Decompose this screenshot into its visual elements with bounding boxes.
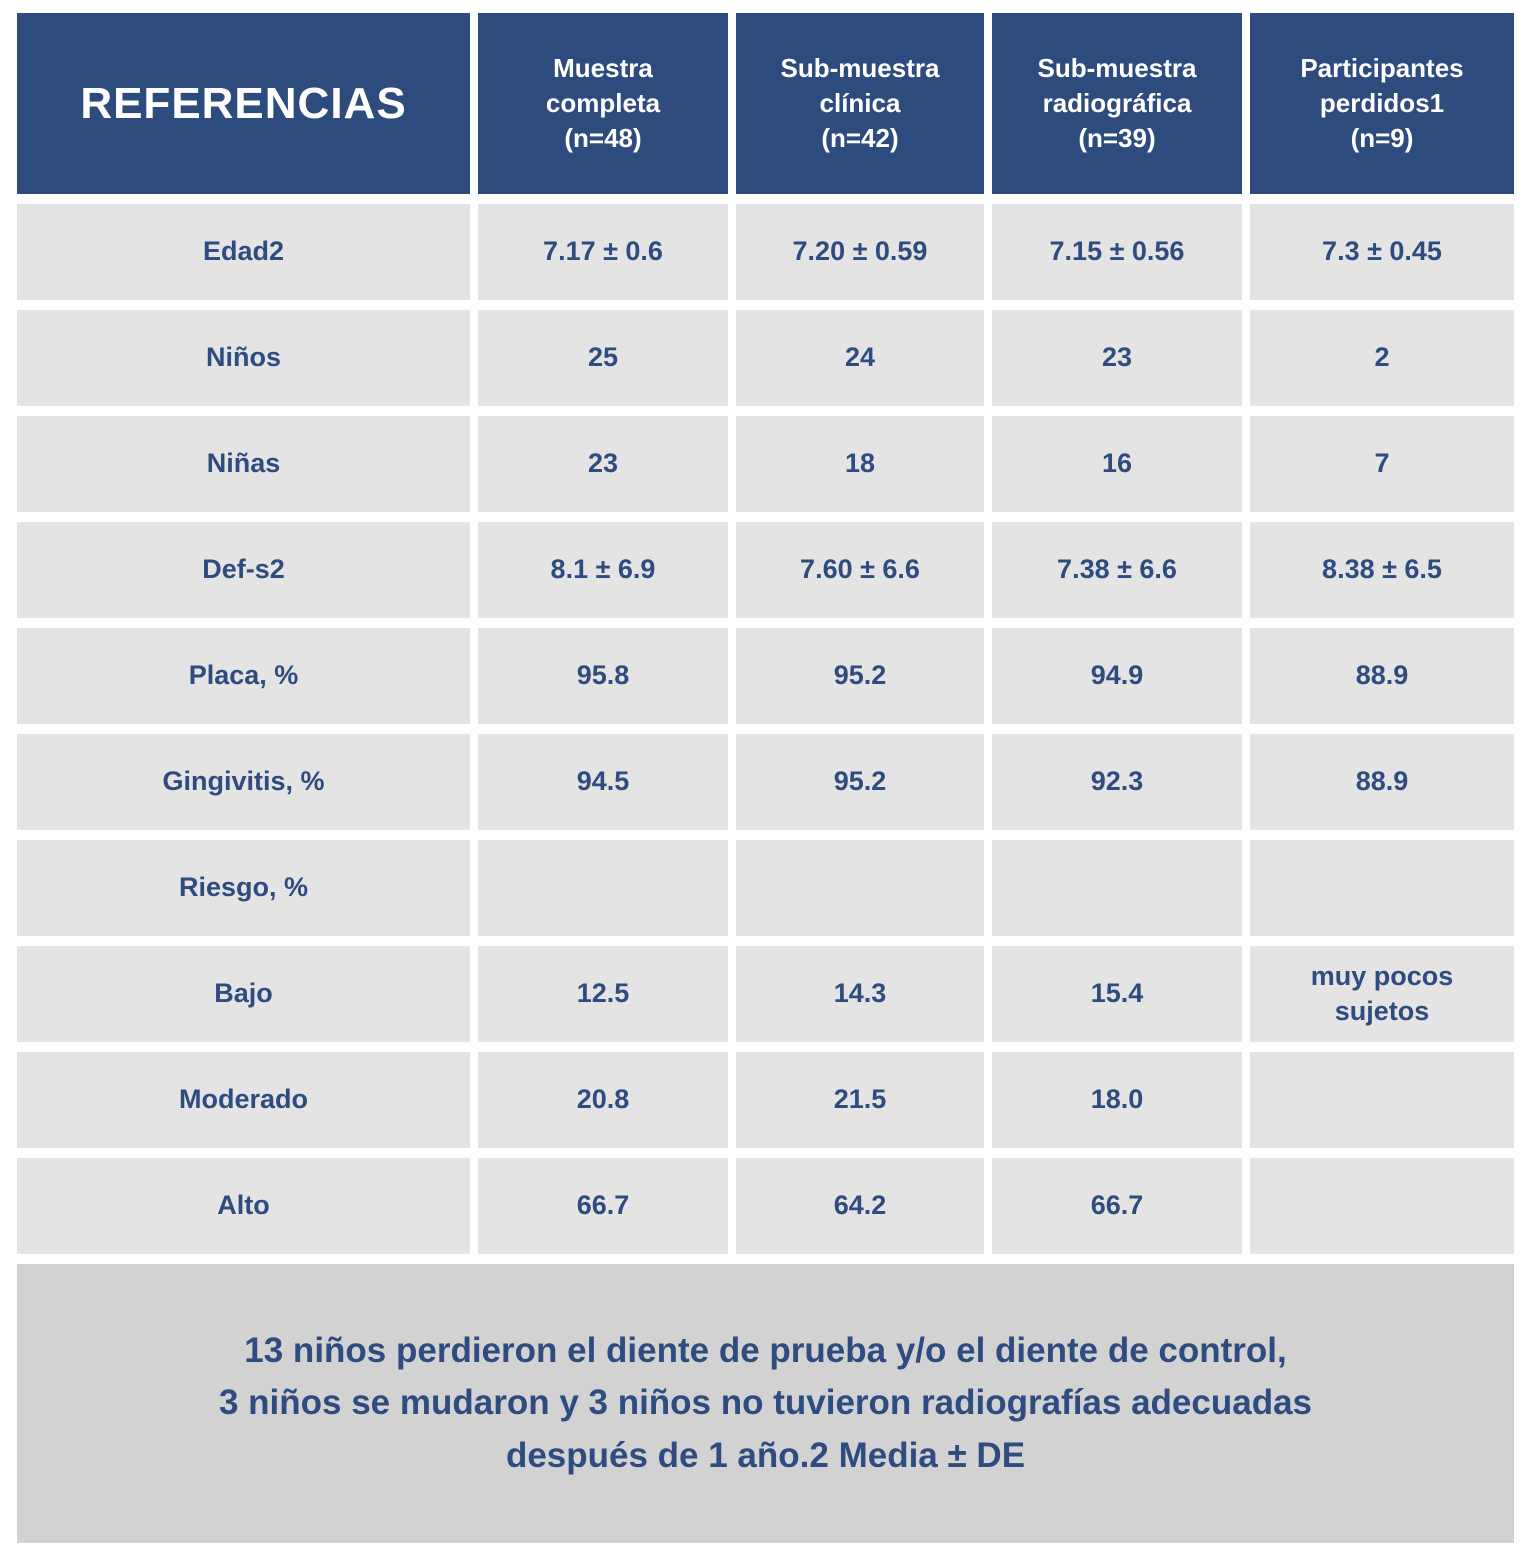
table-cell: 24 bbox=[736, 310, 984, 406]
row-label-ninos: Niños bbox=[17, 310, 470, 406]
row-label-riesgo: Riesgo, % bbox=[17, 840, 470, 936]
column-header-muestra-completa: Muestra completa (n=48) bbox=[478, 13, 728, 194]
table-cell: 23 bbox=[992, 310, 1242, 406]
table-cell: 7.17 ± 0.6 bbox=[478, 204, 728, 300]
row-label-placa: Placa, % bbox=[17, 628, 470, 724]
row-label-alto: Alto bbox=[17, 1158, 470, 1254]
row-label-edad: Edad2 bbox=[17, 204, 470, 300]
table-cell: 7.20 ± 0.59 bbox=[736, 204, 984, 300]
references-table: REFERENCIAS Muestra completa (n=48) Sub-… bbox=[17, 13, 1514, 1254]
table-cell: muy pocos sujetos bbox=[1250, 946, 1514, 1042]
column-header-sub-muestra-clinica: Sub-muestra clínica (n=42) bbox=[736, 13, 984, 194]
row-label-def-s: Def-s2 bbox=[17, 522, 470, 618]
table-cell-empty bbox=[1250, 1052, 1514, 1148]
table-cell: 7 bbox=[1250, 416, 1514, 512]
table-cell: 94.5 bbox=[478, 734, 728, 830]
table-cell: 88.9 bbox=[1250, 628, 1514, 724]
table-cell: 66.7 bbox=[478, 1158, 728, 1254]
table-cell: 66.7 bbox=[992, 1158, 1242, 1254]
footnote: 13 niños perdieron el diente de prueba y… bbox=[17, 1264, 1514, 1543]
row-label-moderado: Moderado bbox=[17, 1052, 470, 1148]
column-header-participantes-perdidos: Participantes perdidos1 (n=9) bbox=[1250, 13, 1514, 194]
table-cell: 8.38 ± 6.5 bbox=[1250, 522, 1514, 618]
table-cell: 88.9 bbox=[1250, 734, 1514, 830]
table-cell: 7.60 ± 6.6 bbox=[736, 522, 984, 618]
table-cell: 14.3 bbox=[736, 946, 984, 1042]
table-cell: 8.1 ± 6.9 bbox=[478, 522, 728, 618]
table-cell: 12.5 bbox=[478, 946, 728, 1042]
table-cell: 95.8 bbox=[478, 628, 728, 724]
table-cell: 7.38 ± 6.6 bbox=[992, 522, 1242, 618]
table-cell-empty bbox=[736, 840, 984, 936]
table-cell-empty bbox=[992, 840, 1242, 936]
table-cell: 2 bbox=[1250, 310, 1514, 406]
table-cell: 18 bbox=[736, 416, 984, 512]
table-cell: 20.8 bbox=[478, 1052, 728, 1148]
table-cell: 23 bbox=[478, 416, 728, 512]
table-cell: 95.2 bbox=[736, 628, 984, 724]
table-title: REFERENCIAS bbox=[17, 13, 470, 194]
row-label-gingivitis: Gingivitis, % bbox=[17, 734, 470, 830]
table-cell-empty bbox=[1250, 840, 1514, 936]
table-cell: 7.3 ± 0.45 bbox=[1250, 204, 1514, 300]
row-label-ninas: Niñas bbox=[17, 416, 470, 512]
table-cell: 94.9 bbox=[992, 628, 1242, 724]
table-cell: 7.15 ± 0.56 bbox=[992, 204, 1242, 300]
row-label-bajo: Bajo bbox=[17, 946, 470, 1042]
table-cell: 64.2 bbox=[736, 1158, 984, 1254]
table-cell: 16 bbox=[992, 416, 1242, 512]
table-cell: 18.0 bbox=[992, 1052, 1242, 1148]
table-cell-empty bbox=[478, 840, 728, 936]
table-cell: 92.3 bbox=[992, 734, 1242, 830]
table-cell: 21.5 bbox=[736, 1052, 984, 1148]
table-cell: 95.2 bbox=[736, 734, 984, 830]
table-cell-empty bbox=[1250, 1158, 1514, 1254]
table-cell: 25 bbox=[478, 310, 728, 406]
table-cell: 15.4 bbox=[992, 946, 1242, 1042]
column-header-sub-muestra-radiografica: Sub-muestra radiográfica (n=39) bbox=[992, 13, 1242, 194]
